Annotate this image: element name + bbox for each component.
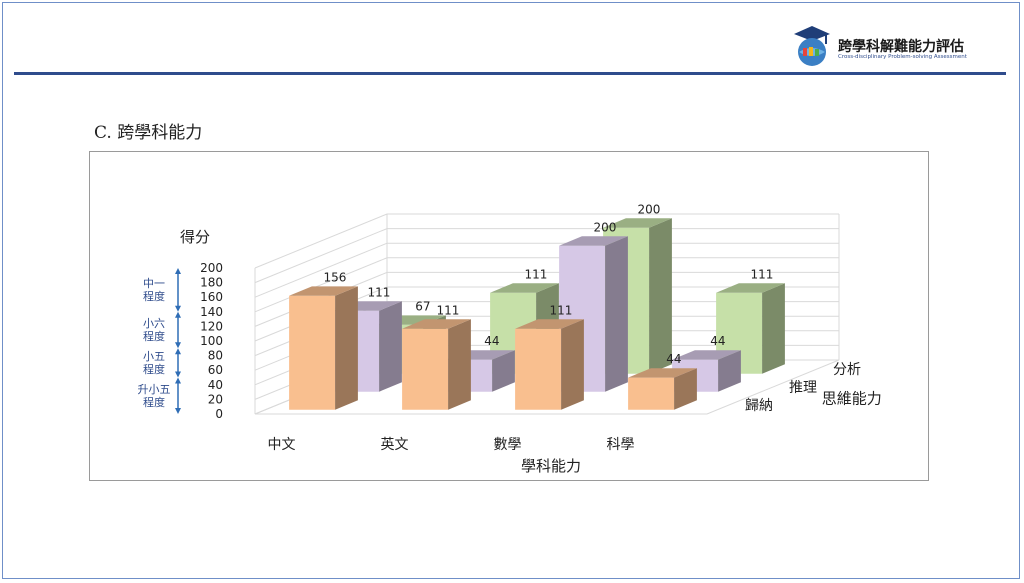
- bar-top: [490, 283, 559, 293]
- y-tick-label: 20: [208, 392, 223, 406]
- bar-side: [492, 350, 515, 392]
- y-tick-label: 140: [200, 305, 223, 319]
- chart-container: 0 20 40 60 80 100 120 140 160 180 200 得分 學科能力 中文 英文 數學科…: [89, 151, 929, 481]
- bar-top: [515, 319, 584, 329]
- bar-top: [672, 350, 741, 360]
- y-tick-label: 200: [200, 261, 223, 275]
- bar-front: [402, 328, 449, 410]
- chart-3d-columns: 020406080100120140160180200得分學科能力中文 英文 數學科…: [138, 202, 882, 475]
- y-tick-label: 40: [208, 378, 223, 392]
- y-tick-label: 120: [200, 319, 223, 333]
- bar-top: [603, 218, 672, 228]
- bar-top: [716, 283, 785, 293]
- bracket-arrow-up-icon: [175, 377, 181, 384]
- x-tick-label: 英文: [381, 436, 409, 453]
- graduation-cap-globe-icon: [794, 26, 830, 66]
- bracket-arrow-up-icon: [175, 311, 181, 318]
- bar-side: [561, 319, 584, 410]
- bar-side: [718, 350, 741, 392]
- level-label: 升小五: [138, 383, 171, 396]
- header-rule: [14, 72, 1006, 75]
- level-label: 程度: [143, 289, 165, 303]
- y-axis-title: 得分: [180, 228, 210, 246]
- bar-top: [559, 236, 628, 246]
- z-axis-title: 思維能力: [822, 389, 882, 407]
- level-label: 中一: [143, 277, 165, 290]
- bar-side: [674, 368, 697, 410]
- data-label: 44: [484, 334, 499, 348]
- data-label: 200: [637, 202, 660, 216]
- level-label: 程度: [143, 395, 165, 409]
- bracket-arrow-down-icon: [175, 371, 181, 378]
- x-tick-label: 數學: [494, 437, 522, 453]
- logo-title: 跨學科解難能力評估: [838, 39, 964, 55]
- bar-front: [289, 295, 336, 410]
- data-label: 156: [323, 270, 346, 284]
- bar-side: [649, 218, 672, 374]
- bar-side: [448, 319, 471, 410]
- z-tick-label: 分析: [833, 362, 861, 378]
- x-axis-title: 學科能力: [521, 457, 581, 475]
- data-label: 44: [710, 334, 725, 348]
- logo-subtitle: Cross-disciplinary Problem-solving Asses…: [838, 54, 967, 60]
- bar-top: [628, 368, 697, 378]
- data-label: 111: [549, 303, 572, 317]
- data-label: 111: [750, 267, 773, 281]
- y-tick-label: 180: [200, 276, 223, 290]
- x-tick-label: 科學: [607, 437, 635, 453]
- level-label: 程度: [143, 362, 165, 376]
- level-label: 小六: [143, 317, 165, 330]
- gridline: [254, 213, 839, 269]
- y-tick-label: 160: [200, 290, 223, 304]
- y-tick-label: 100: [200, 334, 223, 348]
- bracket-arrow-up-icon: [175, 348, 181, 355]
- bracket-arrow-down-icon: [175, 342, 181, 349]
- data-label: 111: [524, 267, 547, 281]
- data-label: 111: [367, 285, 390, 299]
- bracket-arrow-up-icon: [175, 268, 181, 274]
- data-label: 67: [415, 299, 430, 313]
- y-tick-label: 0: [215, 407, 223, 421]
- bar-side: [762, 283, 785, 374]
- level-label: 小五: [143, 350, 165, 363]
- z-tick-label: 推理: [789, 380, 817, 396]
- y-tick-label: 60: [208, 363, 223, 377]
- data-label: 44: [666, 352, 681, 366]
- bar-side: [379, 301, 402, 392]
- data-label: 111: [436, 303, 459, 317]
- section-title: C. 跨學科能力: [94, 123, 203, 143]
- bar-top: [289, 286, 358, 296]
- y-tick-label: 80: [208, 349, 223, 363]
- level-label: 程度: [143, 329, 165, 343]
- z-tick-label: 歸納: [745, 397, 773, 414]
- bracket-arrow-down-icon: [175, 408, 181, 414]
- bar-side: [605, 236, 628, 392]
- bar-top: [402, 319, 471, 329]
- data-label: 200: [593, 220, 616, 234]
- bar-front: [515, 328, 562, 410]
- bracket-arrow-down-icon: [175, 305, 181, 312]
- bar-side: [335, 286, 358, 410]
- x-tick-label: 中文: [268, 437, 296, 453]
- bar-front: [628, 377, 675, 410]
